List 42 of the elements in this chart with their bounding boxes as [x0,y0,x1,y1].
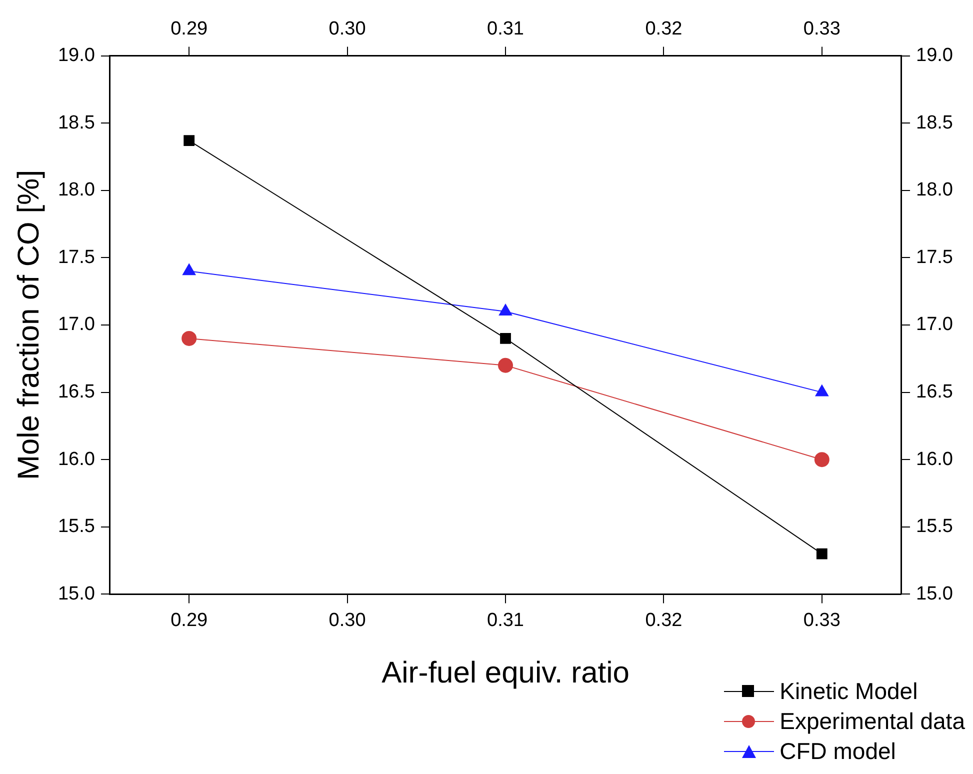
y-tick-label: 16.0 [58,448,95,470]
y2-tick-label: 17.0 [916,314,954,336]
y2-tick-label: 18.0 [916,180,954,201]
point [815,384,828,396]
y-tick-label: 19.0 [58,45,95,66]
y2-tick-label: 19.0 [916,45,954,66]
x-tick-label: 0.31 [487,610,524,631]
x2-tick-label: 0.29 [170,18,208,40]
x2-tick-label: 0.32 [645,18,682,40]
point [500,333,511,344]
legend-label: Kinetic Model [780,678,918,704]
y-tick-label: 17.5 [58,246,95,268]
x-axis-title: Air-fuel equiv. ratio [382,656,630,690]
x-tick-label: 0.29 [170,610,208,631]
y-tick-label: 18.0 [58,180,95,201]
x2-tick-label: 0.30 [328,18,366,40]
y-tick-label: 15.5 [58,516,95,538]
point [182,330,197,346]
y2-tick-label: 16.5 [916,382,954,403]
legend-label: CFD model [780,738,896,764]
y-tick-label: 15.0 [58,583,95,604]
y2-tick-label: 15.0 [916,583,954,604]
y2-tick-label: 18.5 [916,112,954,134]
x-tick-label: 0.32 [645,610,682,631]
y-tick-label: 16.5 [58,382,95,403]
x2-tick-label: 0.33 [803,18,840,40]
point [182,264,196,276]
y2-tick-label: 17.5 [916,246,954,268]
y2-tick-label: 16.0 [916,448,954,470]
y-tick-label: 18.5 [58,112,95,134]
point [814,452,830,468]
x-tick-label: 0.33 [803,610,840,631]
point [184,135,195,146]
y-tick-label: 17.0 [58,314,95,336]
y2-tick-label: 15.5 [916,516,954,538]
x2-tick-label: 0.31 [487,18,524,40]
x-tick-label: 0.30 [328,610,366,631]
point [498,358,513,373]
y-axis-title: Mole fraction of CO [%] [12,170,46,480]
point [498,304,512,316]
point [816,548,828,560]
legend-label: Experimental data [780,708,965,734]
